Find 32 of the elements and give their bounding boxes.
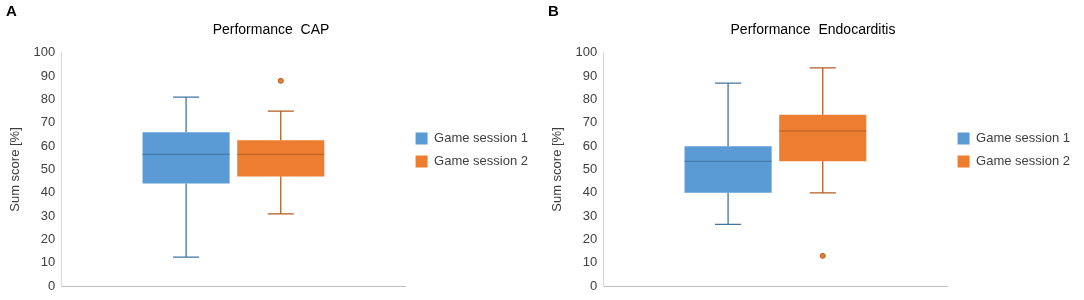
y-tick-label: 90	[582, 67, 598, 83]
y-tick-label: 40	[582, 184, 598, 200]
chart-title: Performance CAP	[212, 21, 330, 38]
y-tick-label: 20	[582, 231, 598, 247]
y-tick-label: 30	[582, 207, 598, 223]
y-tick-label: 50	[40, 161, 56, 177]
y-tick-label: 40	[40, 184, 56, 200]
legend-label: Game session 2	[976, 153, 1070, 169]
y-tick-label: 30	[40, 207, 56, 223]
y-tick-label: 80	[582, 91, 598, 107]
chart-title: Performance Endocarditis	[730, 21, 896, 38]
y-tick-label: 100	[575, 44, 598, 60]
y-tick-label: 10	[40, 254, 56, 270]
y-tick-label: 90	[40, 67, 56, 83]
y-tick-label: 0	[48, 277, 56, 293]
y-tick-label: 70	[582, 114, 598, 130]
y-tick-label: 70	[40, 114, 56, 130]
legend-label: Game session 1	[434, 130, 528, 146]
y-tick-label: 80	[40, 91, 56, 107]
y-tick-label: 0	[590, 277, 598, 293]
legend-label: Game session 2	[434, 153, 528, 169]
text: A	[6, 2, 17, 19]
y-tick-label: 50	[582, 161, 598, 177]
legend-label: Game session 1	[976, 130, 1070, 146]
y-tick-label: 60	[582, 137, 598, 153]
y-tick-label: 60	[40, 137, 56, 153]
y-axis-title: Sum score [%]	[7, 127, 23, 212]
text: B	[548, 2, 559, 19]
y-axis-title: Sum score [%]	[549, 127, 565, 212]
y-tick-label: 100	[33, 44, 56, 60]
y-tick-label: 10	[582, 254, 598, 270]
y-tick-label: 20	[40, 231, 56, 247]
